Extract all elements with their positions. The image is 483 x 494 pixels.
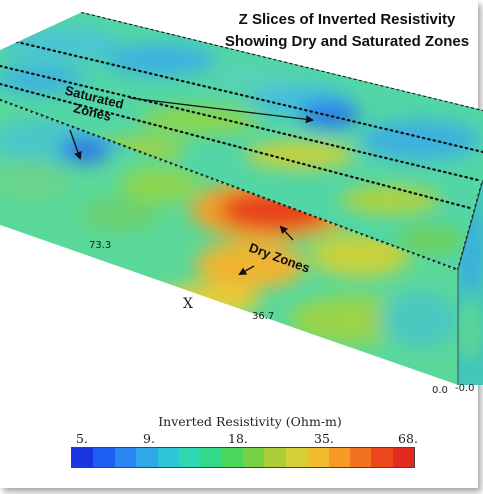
colorbar-swatch [328, 448, 350, 467]
colorbar-swatch [264, 448, 286, 467]
colorbar-swatch [392, 448, 414, 467]
colorbar-title: Inverted Resistivity (Ohm-m) [158, 414, 342, 429]
axis-x-label: X [183, 296, 193, 312]
colorbar-swatch [93, 448, 115, 467]
colorbar-tick: 35. [314, 431, 334, 446]
colorbar-tick: 9. [143, 431, 155, 446]
title-line-2: Showing Dry and Saturated Zones [224, 33, 470, 50]
colorbar-swatch [243, 448, 265, 467]
colorbar-swatch [136, 448, 158, 467]
figure-frame: Saturated Zones Dry Zones Z Slices of In… [0, 11, 483, 468]
dry-arrows [238, 225, 294, 275]
axis-tick-73: 73.3 [89, 240, 112, 251]
colorbar [71, 447, 415, 468]
axis-tick-0: 0.0 [432, 385, 448, 396]
axis-tick-neg0: -0.0 [455, 383, 475, 394]
colorbar-swatch [221, 448, 243, 467]
colorbar-swatch [178, 448, 201, 467]
svg-text:Saturated Zones: Saturated Zones [60, 83, 129, 127]
front-surface [0, 100, 458, 385]
colorbar-swatch [307, 448, 329, 467]
colorbar-tick: 5. [76, 431, 88, 446]
colorbar-swatch [200, 448, 222, 467]
top-surface [0, 12, 483, 270]
axis-tick-36: 36.7 [252, 311, 275, 322]
colorbar-swatch [72, 448, 94, 467]
colorbar-tick: 18. [228, 431, 248, 446]
colorbar-swatch [157, 448, 179, 467]
title-line-1: Z Slices of Inverted Resistivity [238, 11, 456, 28]
colorbar-tick: 68. [398, 431, 418, 446]
saturated-arrows [69, 97, 314, 160]
colorbar-swatch [114, 448, 137, 467]
colorbar-swatch [349, 448, 372, 467]
colorbar-swatch [371, 448, 393, 467]
colorbar-swatch [285, 448, 308, 467]
